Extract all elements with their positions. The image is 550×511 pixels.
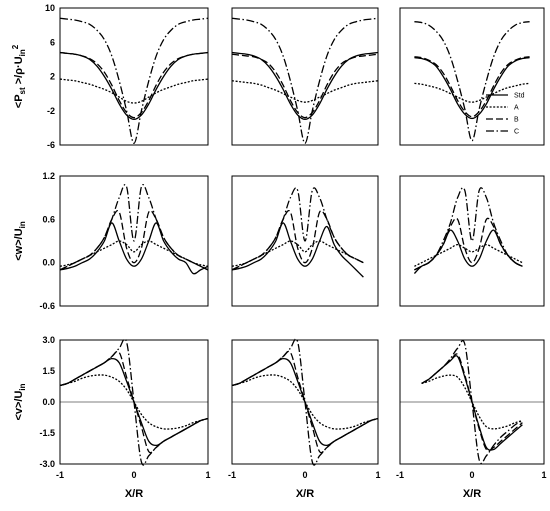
panels-layer	[59, 7, 545, 466]
series-line-c	[414, 187, 523, 271]
panel-frame	[399, 7, 545, 146]
series-line-b	[59, 51, 209, 119]
legend-label: C	[514, 129, 519, 136]
panel-r3-c1	[59, 338, 209, 466]
series-line-b	[414, 56, 530, 118]
legend-item-b: B	[486, 117, 519, 124]
x-axis-title: X/R	[463, 488, 481, 500]
series-line-a	[231, 240, 364, 267]
series-line-std	[231, 222, 364, 278]
series-line-c	[231, 187, 364, 271]
panel-frame	[231, 175, 379, 307]
series-line-a	[59, 240, 209, 267]
x-tick-label: 1	[205, 470, 210, 480]
panel-frame	[59, 7, 209, 146]
y-tick-label: 0.0	[42, 258, 55, 268]
panel-r2-c3	[399, 175, 545, 307]
panel-r3-c2	[231, 338, 379, 466]
series-line-c	[59, 184, 209, 271]
y-tick-label: 0.6	[42, 214, 55, 224]
panel-frame	[59, 175, 209, 307]
x-tick-label: 1	[375, 470, 380, 480]
series-line-b	[59, 209, 209, 271]
y-tick-label: 3.0	[42, 335, 55, 345]
panel-frame	[399, 175, 545, 307]
y-tick-label: -6	[47, 140, 55, 150]
series-line-std	[231, 51, 379, 120]
legend-item-c: C	[486, 129, 519, 136]
y-tick-label: 6	[50, 37, 55, 47]
series-line-a	[59, 78, 209, 104]
series-line-b	[231, 209, 364, 271]
series-line-std	[59, 222, 209, 275]
series-line-c	[421, 340, 523, 464]
series-line-b	[231, 53, 379, 119]
legend-item-a: A	[486, 105, 519, 112]
panel-r1-c1	[59, 7, 209, 146]
series-line-c	[59, 338, 209, 466]
series-line-c	[59, 17, 209, 144]
series-line-std	[59, 51, 209, 120]
series-line-a	[231, 80, 379, 103]
legend-item-std: Std	[486, 93, 525, 100]
x-tick-label: -1	[228, 470, 236, 480]
y-tick-label: -0.6	[39, 301, 55, 311]
x-tick-label: -1	[56, 470, 64, 480]
series-line-c	[231, 17, 379, 144]
y-tick-label: 0.0	[42, 397, 55, 407]
x-tick-label: 0	[302, 470, 307, 480]
x-tick-label: -1	[396, 470, 404, 480]
y-tick-label: -1.5	[39, 428, 55, 438]
y-tick-label: 10	[45, 3, 55, 13]
series-line-c	[231, 338, 379, 466]
x-axis-title: X/R	[296, 488, 314, 500]
series-line-a	[414, 243, 523, 267]
series-line-std	[414, 57, 530, 120]
y-tick-label: -2	[47, 106, 55, 116]
series-line-a	[414, 82, 530, 103]
x-axis-title: X/R	[125, 488, 143, 500]
series-line-b	[414, 217, 523, 271]
legend-label: B	[514, 117, 519, 124]
panel-r2-c1	[59, 175, 209, 307]
x-tick-label: 1	[541, 470, 546, 480]
legend: Std ABC	[486, 93, 525, 136]
panel-r2-c2	[231, 175, 379, 307]
y-axis-title: <w>/Uin	[13, 221, 27, 261]
panel-r1-c3	[399, 7, 545, 146]
legend-label: Std	[514, 93, 525, 100]
panel-r1-c2	[231, 7, 379, 146]
panel-frame	[231, 7, 379, 146]
x-tick-label: 0	[469, 470, 474, 480]
y-axis-title: <v>/Uin	[13, 383, 27, 420]
y-tick-label: 2	[50, 72, 55, 82]
x-tick-label: 0	[131, 470, 136, 480]
panel-r3-c3	[399, 339, 545, 465]
y-tick-label: 1.2	[42, 171, 55, 181]
y-tick-label: 1.5	[42, 366, 55, 376]
y-axis-title: <Pst >/ρ·Uin2	[11, 44, 27, 108]
series-line-c	[414, 21, 530, 142]
y-tick-label: -3.0	[39, 459, 55, 469]
legend-label: A	[514, 105, 519, 112]
